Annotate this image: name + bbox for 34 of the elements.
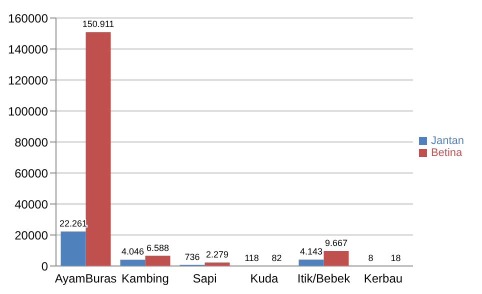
bar	[60, 231, 86, 266]
data-label: 4.143	[300, 246, 323, 257]
bar	[145, 256, 170, 266]
y-tick-label: 0	[41, 259, 48, 274]
bar	[86, 32, 111, 266]
x-tick-label: Kambing	[122, 272, 169, 286]
bar	[324, 251, 349, 266]
data-label: 736	[184, 252, 200, 262]
bar	[120, 260, 146, 266]
y-tick-label: 20000	[14, 228, 48, 242]
x-tick-label: Kerbau	[364, 272, 403, 286]
legend-label: Jantan	[430, 135, 464, 147]
data-label: 18	[390, 252, 401, 263]
data-label: 8	[368, 252, 374, 263]
x-tick-label: AyamBuras	[54, 272, 117, 286]
y-tick-label: 160000	[8, 11, 48, 26]
y-tick-label: 40000	[14, 197, 48, 212]
data-label: 2.279	[206, 249, 229, 260]
x-tick-label: Kuda	[250, 272, 279, 286]
y-tick-label: 60000	[14, 166, 48, 180]
x-tick-label: Sapi	[192, 272, 217, 286]
y-tick-label: 100000	[8, 104, 48, 118]
data-label: 6.588	[146, 242, 170, 253]
data-label: 118	[244, 252, 259, 263]
y-tick-label: 120000	[8, 73, 48, 88]
x-tick-label: Itik/Bebek	[297, 272, 352, 286]
bar	[298, 260, 324, 266]
legend-label: Betina	[430, 147, 462, 159]
y-tick-label: 80000	[14, 135, 48, 150]
data-label: 9.667	[324, 238, 348, 248]
data-label: 4.046	[121, 246, 144, 257]
y-tick-label: 140000	[8, 42, 48, 56]
data-label: 82	[272, 252, 282, 263]
data-label: 150.911	[82, 19, 114, 30]
